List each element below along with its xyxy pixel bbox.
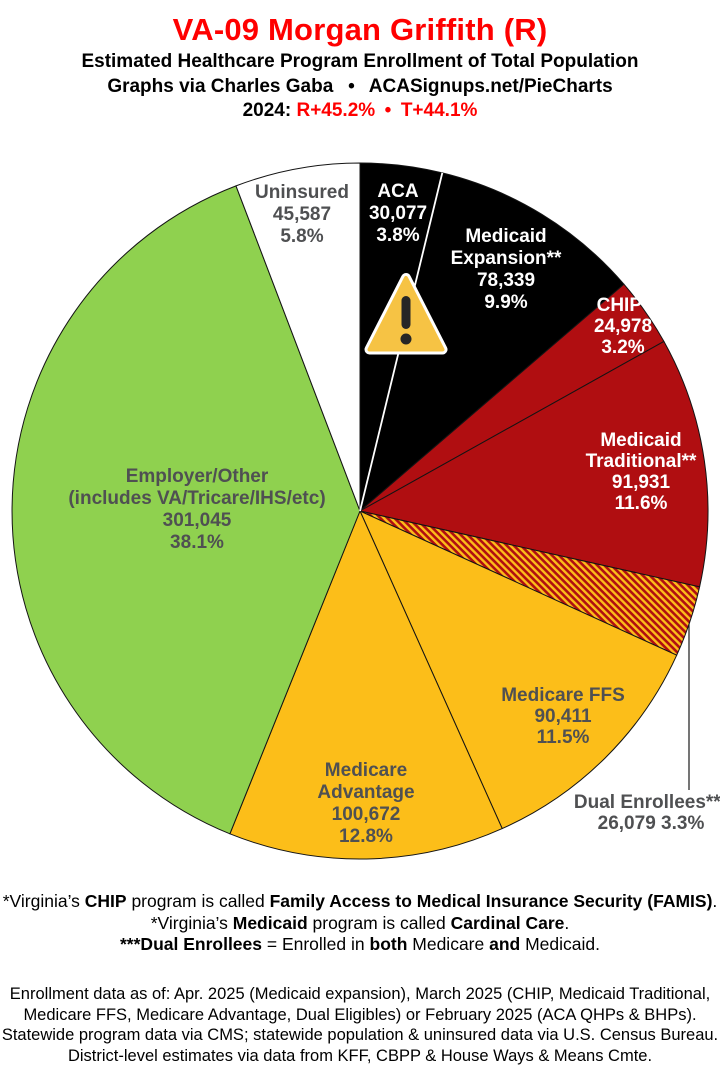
- text-segment: Cardinal Care: [450, 912, 565, 933]
- text-segment: Medicaid.: [520, 934, 600, 954]
- data-sources-line-2: Medicare FFS, Medicare Advantage, Dual E…: [23, 1005, 697, 1024]
- text-segment: ***Dual Enrollees: [120, 934, 262, 954]
- text-segment: .: [712, 891, 718, 911]
- text-segment: and: [489, 934, 521, 954]
- pie-slice-employer-other: [11, 185, 361, 835]
- footnotes: *Virginia’s CHIP program is called Famil…: [0, 891, 720, 956]
- text-segment: both: [369, 934, 408, 954]
- pie-slices: [11, 162, 709, 860]
- text-segment: .: [564, 912, 570, 933]
- text-segment: *Virginia’s: [2, 891, 85, 911]
- subtitle: Estimated Healthcare Program Enrollment …: [81, 51, 639, 72]
- footnote-medicaid: *Virginia’s Medicaid program is called C…: [0, 913, 720, 935]
- pie-slice-medicaid-traditional: [359, 340, 709, 588]
- footnote-chip: *Virginia’s CHIP program is called Famil…: [0, 891, 720, 913]
- pie-chart-area: [0, 150, 720, 880]
- text-segment: •: [375, 100, 401, 121]
- footnote-dual-enrollees: ***Dual Enrollees = Enrolled in both Med…: [0, 934, 720, 956]
- pie-slice-medicare-advantage: [229, 510, 503, 860]
- text-segment: T+44.1%: [400, 100, 478, 121]
- pie-slice-medicare-ffs: [359, 510, 678, 830]
- pie-slice-medicaid-expansion: [359, 172, 625, 512]
- pie-chart: [11, 162, 709, 860]
- pie-slice-uninsured: [235, 162, 361, 512]
- text-segment: CHIP: [84, 891, 127, 911]
- text-segment: R+45.2%: [296, 100, 376, 121]
- warning-icon: [364, 273, 448, 355]
- text-segment: Family Access to Medical Insurance Secur…: [269, 891, 713, 911]
- text-segment: program is called: [126, 891, 270, 911]
- data-sources-line-4: District-level estimates via data from K…: [67, 1046, 653, 1065]
- data-sources-note: Enrollment data as of: Apr. 2025 (Medica…: [0, 984, 720, 1066]
- text-segment: Medicare: [407, 934, 490, 954]
- credit-line: Graphs via Charles Gaba • ACASignups.net…: [107, 76, 613, 97]
- text-segment: 2024:: [242, 100, 297, 121]
- page-title: VA-09 Morgan Griffith (R): [172, 12, 548, 47]
- election-margins-line: 2024: R+45.2% • T+44.1%: [0, 100, 720, 122]
- data-sources-line-3: Statewide program data via CMS; statewid…: [1, 1026, 719, 1044]
- data-sources-line-1: Enrollment data as of: Apr. 2025 (Medica…: [9, 985, 711, 1003]
- text-segment: Medicaid: [232, 912, 308, 933]
- text-segment: = Enrolled in: [262, 934, 370, 954]
- text-segment: program is called: [307, 912, 451, 933]
- text-segment: *Virginia’s: [150, 912, 233, 933]
